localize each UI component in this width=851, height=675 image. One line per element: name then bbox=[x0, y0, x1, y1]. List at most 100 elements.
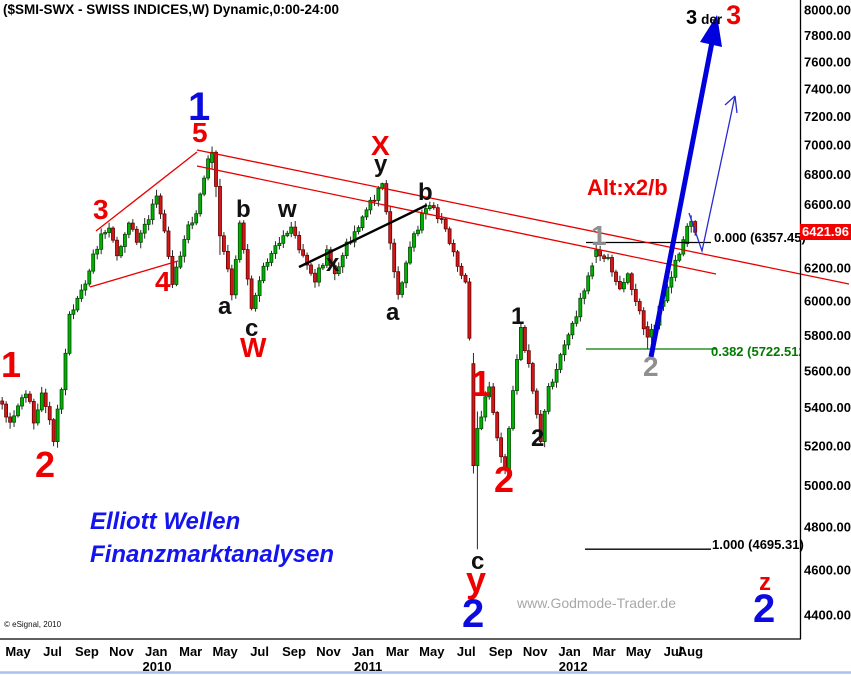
candle-down bbox=[309, 264, 313, 274]
alt-projection-arrow-head bbox=[734, 95, 738, 114]
candle-up bbox=[550, 381, 555, 387]
candle-up bbox=[194, 213, 199, 224]
alt-projection-arrow bbox=[688, 95, 736, 254]
x-axis-month-label: Aug bbox=[678, 644, 703, 659]
y-axis-tick-label: 6600.00 bbox=[804, 197, 851, 212]
y-axis-tick-label: 5600.00 bbox=[804, 363, 851, 378]
candle-up bbox=[178, 255, 183, 268]
candle-up bbox=[95, 248, 100, 255]
candle-up bbox=[578, 297, 583, 318]
wave-y-small: y bbox=[374, 151, 388, 178]
candle-down bbox=[313, 272, 317, 283]
y-axis-tick-label: 6800.00 bbox=[804, 167, 851, 182]
candle-up bbox=[364, 209, 369, 218]
candle-up bbox=[625, 273, 630, 283]
candle-up bbox=[566, 334, 571, 346]
y-axis-tick-label: 4600.00 bbox=[804, 563, 851, 578]
candle-up bbox=[79, 289, 84, 299]
candle-down bbox=[115, 239, 119, 257]
wave-5-red: 5 bbox=[192, 117, 208, 148]
candle-down bbox=[134, 228, 139, 243]
candle-down bbox=[447, 228, 452, 244]
x-axis-month-label: Mar bbox=[593, 644, 616, 659]
candle-up bbox=[360, 216, 365, 228]
x-axis-month-label: Nov bbox=[316, 644, 341, 659]
candle-up bbox=[39, 392, 44, 411]
wave-2-blue-2011-low: 2 bbox=[462, 592, 484, 636]
candle-down bbox=[618, 280, 622, 290]
candle-up bbox=[87, 270, 92, 285]
wave-w-small: w bbox=[277, 196, 297, 223]
candle-down bbox=[218, 185, 222, 237]
y-axis-tick-label: 8000.00 bbox=[804, 3, 851, 18]
y-axis-tick-label: 4400.00 bbox=[804, 608, 851, 623]
y-axis-tick-label: 6200.00 bbox=[804, 260, 851, 275]
candle-down bbox=[111, 227, 115, 241]
y-axis-tick-label: 7200.00 bbox=[804, 109, 851, 124]
candle-down bbox=[463, 274, 468, 283]
candle-up bbox=[324, 249, 329, 266]
x-axis-month-label: Jul bbox=[250, 644, 269, 659]
candle-down bbox=[245, 249, 250, 280]
candle-up bbox=[419, 213, 424, 231]
candle-up bbox=[186, 224, 191, 240]
candle-down bbox=[43, 392, 48, 407]
y-axis-tick-label: 6000.00 bbox=[804, 294, 851, 309]
candle-up bbox=[127, 222, 131, 235]
candle-up bbox=[198, 193, 203, 215]
candle-up bbox=[515, 358, 519, 391]
x-axis-month-label: Jan bbox=[558, 644, 580, 659]
candle-down bbox=[499, 437, 504, 458]
fib-level-0-label: 0.000 (6357.45) bbox=[714, 230, 806, 245]
candle-down bbox=[459, 265, 464, 276]
candle-down bbox=[637, 301, 642, 312]
x-axis-year-label: 2010 bbox=[143, 659, 172, 674]
wave-3-red: 3 bbox=[93, 194, 109, 225]
candle-up bbox=[99, 233, 104, 250]
rising-channel-upper bbox=[95, 151, 198, 232]
candle-up bbox=[59, 389, 64, 410]
candle-down bbox=[301, 249, 306, 256]
candle-down bbox=[451, 242, 456, 253]
candle-up bbox=[16, 405, 20, 417]
x-axis-month-label: May bbox=[212, 644, 238, 659]
candle-down bbox=[31, 400, 36, 424]
candle-up bbox=[344, 241, 349, 257]
candle-up bbox=[91, 253, 96, 272]
candle-up bbox=[277, 242, 282, 247]
candle-up bbox=[574, 316, 579, 324]
wave-a-2011: a bbox=[386, 299, 400, 326]
candle-down bbox=[130, 222, 135, 230]
y-axis-tick-label: 4800.00 bbox=[804, 519, 851, 534]
candle-up bbox=[570, 322, 575, 336]
alt-projection-arrow-head bbox=[724, 95, 736, 106]
candle-up bbox=[673, 259, 678, 278]
candle-up bbox=[427, 205, 432, 210]
candle-up bbox=[261, 265, 266, 282]
x-axis-month-label: Jul bbox=[43, 644, 62, 659]
wave-b-2011: b bbox=[418, 179, 433, 206]
x-axis-month-label: May bbox=[5, 644, 31, 659]
candle-up bbox=[586, 275, 591, 292]
elliott-wellen-caption: Elliott Wellen bbox=[90, 508, 241, 535]
candle-down bbox=[328, 249, 333, 266]
candle-down bbox=[249, 278, 254, 309]
candle-down bbox=[166, 230, 171, 257]
wave-1-red-2011: 1 bbox=[471, 363, 491, 404]
candle-up bbox=[20, 397, 24, 407]
candle-down bbox=[392, 242, 397, 273]
candle-up bbox=[558, 354, 563, 370]
candle-down bbox=[162, 213, 167, 232]
candle-up bbox=[590, 265, 595, 277]
candle-up bbox=[483, 396, 488, 418]
y-axis-tick-label: 7400.00 bbox=[804, 81, 851, 96]
candle-up bbox=[606, 257, 610, 259]
candle-down bbox=[538, 413, 543, 442]
candle-up bbox=[154, 195, 159, 205]
x-axis-month-label: Jul bbox=[457, 644, 476, 659]
x-axis-month-label: May bbox=[626, 644, 652, 659]
candle-up bbox=[681, 239, 686, 255]
candle-down bbox=[372, 199, 377, 202]
candle-up bbox=[265, 261, 270, 267]
